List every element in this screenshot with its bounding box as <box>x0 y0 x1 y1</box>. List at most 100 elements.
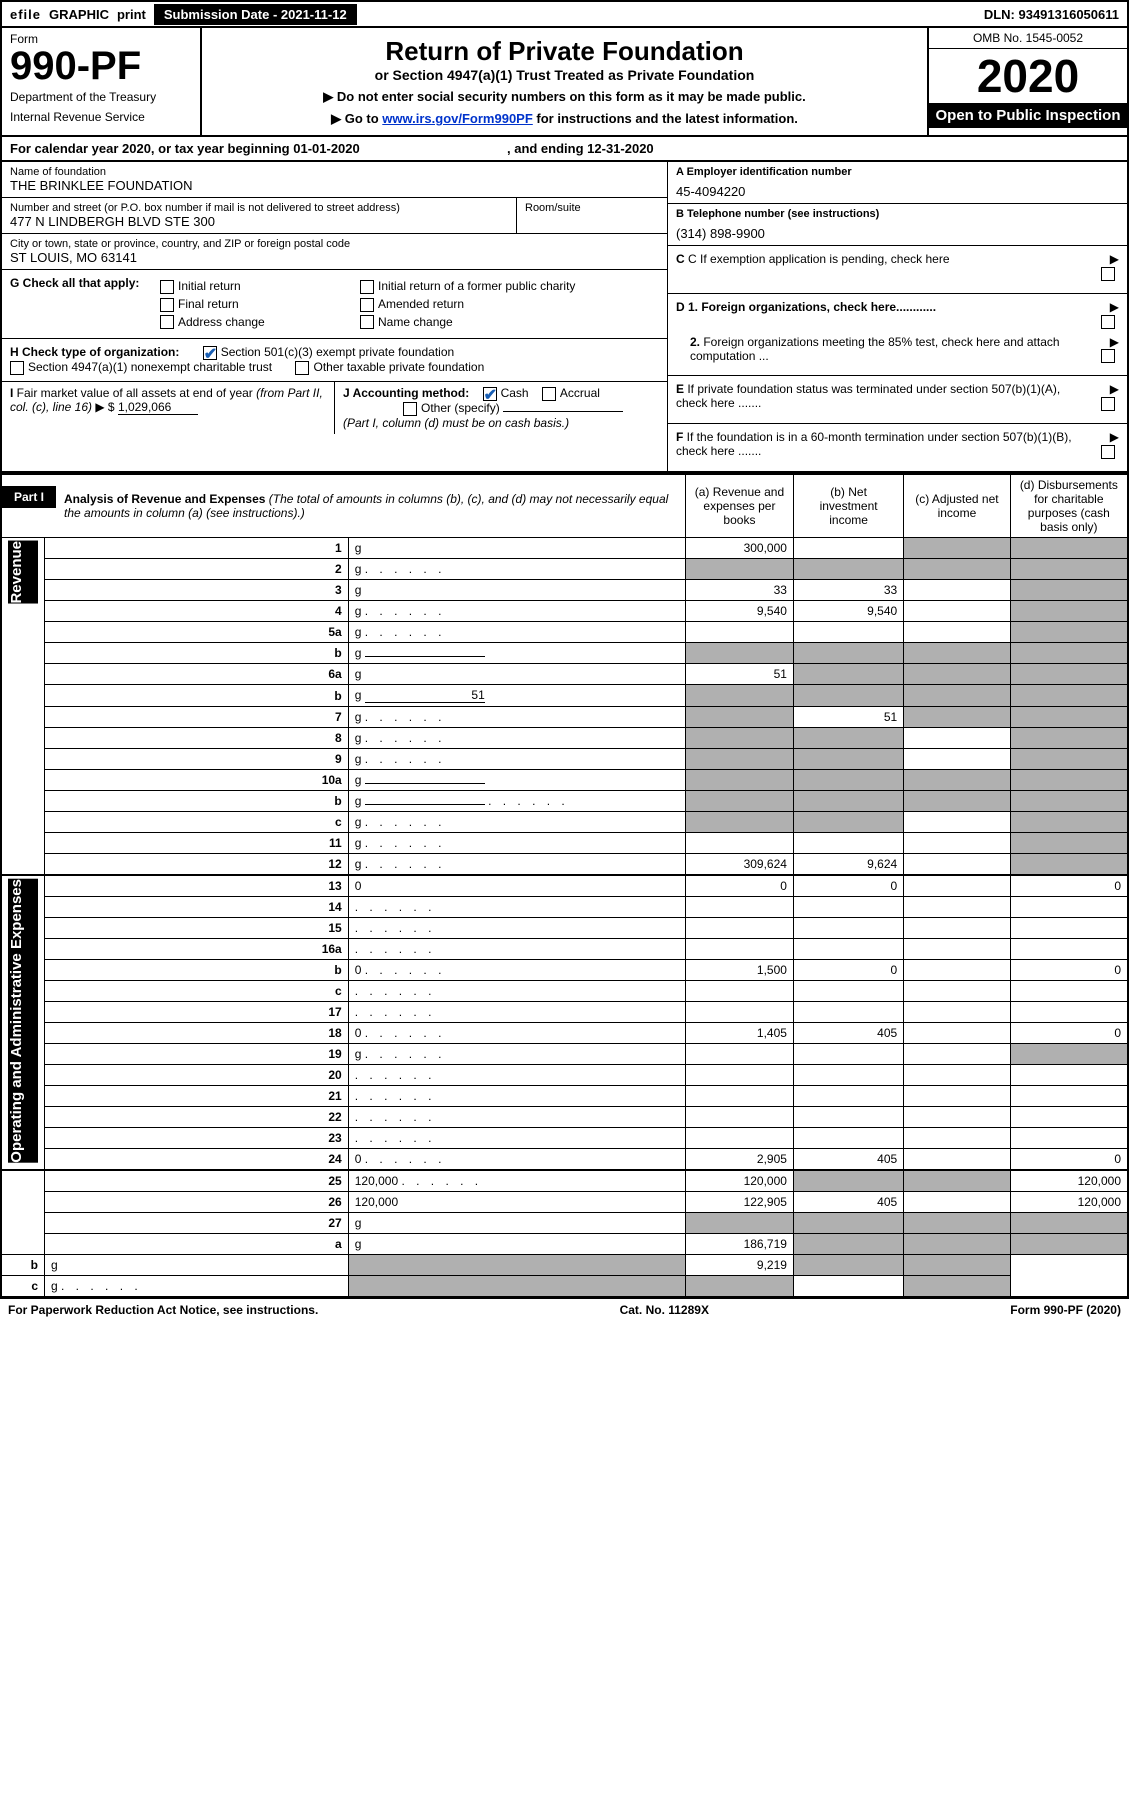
amount-cell: 120,000 <box>1010 1192 1128 1213</box>
form-subtitle: or Section 4947(a)(1) Trust Treated as P… <box>210 67 919 83</box>
check-final-return[interactable] <box>160 298 174 312</box>
table-row: 27 g <box>1 1213 1128 1234</box>
instruction-1: ▶ Do not enter social security numbers o… <box>210 89 919 105</box>
amount-cell <box>904 622 1010 643</box>
amount-cell <box>1010 981 1128 1002</box>
line-description: . . . . . . <box>348 1128 685 1149</box>
table-row: 17 . . . . . . <box>1 1002 1128 1023</box>
table-row: 22 . . . . . . <box>1 1107 1128 1128</box>
cell-grey <box>1010 770 1128 791</box>
form-title: Return of Private Foundation <box>210 36 919 67</box>
instruction-2: ▶ Go to www.irs.gov/Form990PF for instru… <box>210 111 919 127</box>
check-c[interactable] <box>1101 267 1115 281</box>
amount-cell: 122,905 <box>685 1192 793 1213</box>
line-description: g <box>348 770 685 791</box>
amount-cell: 0 <box>793 960 903 981</box>
check-amended-return[interactable] <box>360 298 374 312</box>
amount-cell <box>1010 1107 1128 1128</box>
line-description: g <box>348 1234 685 1255</box>
check-501c3[interactable] <box>203 346 217 360</box>
amount-cell <box>685 1107 793 1128</box>
amount-cell <box>1010 1086 1128 1107</box>
line-description: . . . . . . <box>348 939 685 960</box>
check-initial-return[interactable] <box>160 280 174 294</box>
footer-left: For Paperwork Reduction Act Notice, see … <box>8 1303 318 1317</box>
cell-grey <box>1010 538 1128 559</box>
check-address-change[interactable] <box>160 315 174 329</box>
cell-grey <box>904 643 1010 664</box>
line-description: g . . . . . . <box>45 1276 349 1298</box>
footer-mid: Cat. No. 11289X <box>620 1303 709 1317</box>
check-other-method[interactable] <box>403 402 417 416</box>
line-number: 6a <box>45 664 349 685</box>
dln: DLN: 93491316050611 <box>984 7 1127 22</box>
amount-cell <box>904 1002 1010 1023</box>
check-accrual[interactable] <box>542 387 556 401</box>
check-cash[interactable] <box>483 387 497 401</box>
cell-grey <box>904 1213 1010 1234</box>
cell-grey <box>904 1234 1010 1255</box>
line-number: b <box>45 791 349 812</box>
check-f[interactable] <box>1101 445 1115 459</box>
cell-grey <box>904 664 1010 685</box>
check-e[interactable] <box>1101 397 1115 411</box>
cell-grey <box>904 1276 1010 1298</box>
cell-grey <box>793 1213 903 1234</box>
cell-grey <box>1010 812 1128 833</box>
line-description: . . . . . . <box>348 1065 685 1086</box>
line-number: 25 <box>45 1170 349 1192</box>
check-name-change[interactable] <box>360 315 374 329</box>
form-number: 990-PF <box>10 46 192 86</box>
cell-grey <box>1010 1044 1128 1065</box>
irs-link[interactable]: www.irs.gov/Form990PF <box>382 111 533 126</box>
g-checkboxes: G Check all that apply: Initial return I… <box>2 270 667 339</box>
cell-grey <box>1010 601 1128 622</box>
table-row: 11 g . . . . . . <box>1 833 1128 854</box>
line-description: g 51 <box>348 685 685 707</box>
table-row: 16a . . . . . . <box>1 939 1128 960</box>
amount-cell <box>793 897 903 918</box>
table-row: b g . . . . . . <box>1 791 1128 812</box>
line-description: 120,000 . . . . . . <box>348 1170 685 1192</box>
cell-grey <box>793 1255 903 1276</box>
line-description: . . . . . . <box>348 1002 685 1023</box>
cell-grey <box>685 707 793 728</box>
cell-grey <box>793 812 903 833</box>
amount-cell <box>904 728 1010 749</box>
table-row: 12 g . . . . . . 309,6249,624 <box>1 854 1128 876</box>
amount-cell <box>793 1002 903 1023</box>
print-link[interactable]: print <box>117 7 154 22</box>
cell-grey <box>904 559 1010 580</box>
cell-grey <box>793 559 903 580</box>
line-number: 18 <box>45 1023 349 1044</box>
line-number: 20 <box>45 1065 349 1086</box>
check-4947[interactable] <box>10 361 24 375</box>
check-initial-public[interactable] <box>360 280 374 294</box>
check-d1[interactable] <box>1101 315 1115 329</box>
check-other-taxable[interactable] <box>295 361 309 375</box>
line-description: . . . . . . <box>348 897 685 918</box>
efile-label: efile <box>2 7 49 22</box>
line-number: c <box>45 812 349 833</box>
line-number: b <box>45 643 349 664</box>
amount-cell: 186,719 <box>685 1234 793 1255</box>
amount-cell <box>685 897 793 918</box>
amount-cell: 1,405 <box>685 1023 793 1044</box>
amount-cell: 51 <box>685 664 793 685</box>
cell-grey <box>904 770 1010 791</box>
cell-grey <box>793 791 903 812</box>
col-a-header: (a) Revenue and expenses per books <box>685 474 793 538</box>
line-number: 24 <box>45 1149 349 1171</box>
cell-grey <box>904 791 1010 812</box>
check-d2[interactable] <box>1101 349 1115 363</box>
line-description: g . . . . . . <box>348 791 685 812</box>
header-right: OMB No. 1545-0052 2020 Open to Public In… <box>927 28 1127 135</box>
table-row: 8 g . . . . . . <box>1 728 1128 749</box>
line-number: 9 <box>45 749 349 770</box>
line-description: 120,000 <box>348 1192 685 1213</box>
line-description: g . . . . . . <box>348 833 685 854</box>
amount-cell <box>1010 1128 1128 1149</box>
line-number: 19 <box>45 1044 349 1065</box>
cell-grey <box>1010 707 1128 728</box>
line-description: 0 . . . . . . <box>348 1023 685 1044</box>
